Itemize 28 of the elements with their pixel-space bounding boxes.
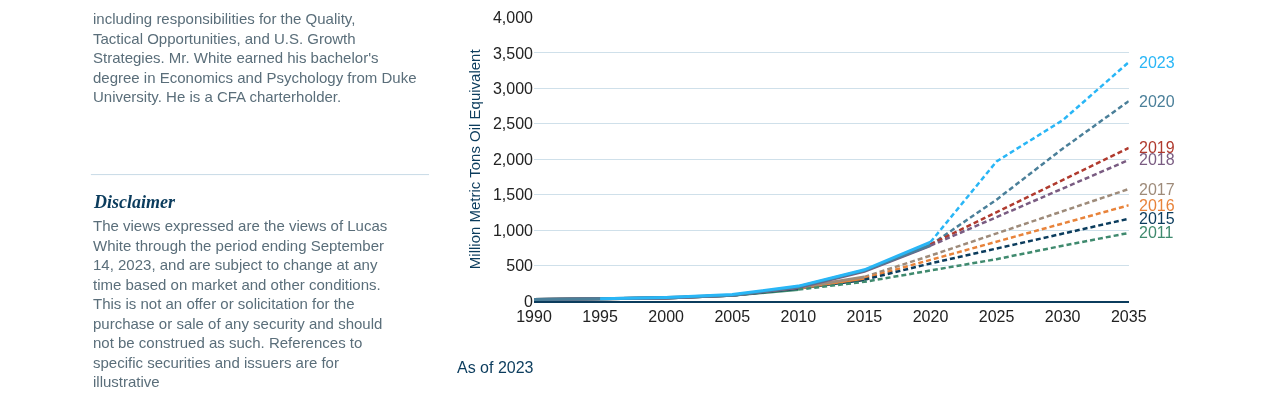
- y-tick-label: 1,500: [492, 186, 534, 204]
- text: As of 2023: [457, 359, 534, 376]
- y-axis-title: Million Metric Tons Oil Equivalent: [466, 48, 484, 270]
- y-tick-label: 3,000: [492, 80, 534, 98]
- series-label: 2011: [1139, 224, 1174, 241]
- x-tick-label: 2025: [978, 308, 1015, 326]
- text: Disclaimer: [93, 192, 176, 212]
- y-tick-label: 0: [524, 292, 534, 310]
- text: The views expressed are the views of Lucas White through the period ending September 14, 2023, and are subject to change at any time based on market and other conditions. This is not an offer or solicitation for the purchase or sale of any security and should not be construed as such. References to specific securities and issuers are for illustrative: [93, 217, 388, 390]
- x-tick-label: 1990: [516, 308, 552, 326]
- series-label: 2020: [1139, 93, 1175, 110]
- x-tick-label: 1995: [582, 308, 618, 326]
- series-label: 2023: [1139, 54, 1175, 71]
- x-tick-label: 2010: [780, 308, 817, 326]
- text: including responsibilities for the Quality, Tactical Opportunities, and U.S. Growth Strategies. Mr. White earned his bachelor's degree in Economics and Psychology from Duke University. He is a CFA charterholder.: [93, 10, 417, 105]
- y-tick-label: 4,000: [492, 9, 534, 27]
- series-label: 2017: [1139, 181, 1175, 198]
- x-tick-label: 2015: [846, 308, 883, 326]
- y-tick-label: 500: [506, 257, 534, 275]
- x-tick-label: 2005: [714, 308, 751, 326]
- y-tick-label: 2,000: [492, 150, 534, 168]
- x-tick-label: 2035: [1110, 308, 1147, 326]
- y-tick-label: 3,500: [492, 44, 534, 62]
- x-tick-label: 2000: [648, 308, 685, 326]
- x-tick-label: 2020: [912, 308, 949, 326]
- y-tick-label: 2,500: [492, 115, 534, 133]
- y-tick-label: 1,000: [492, 221, 534, 239]
- x-tick-label: 2030: [1044, 308, 1081, 326]
